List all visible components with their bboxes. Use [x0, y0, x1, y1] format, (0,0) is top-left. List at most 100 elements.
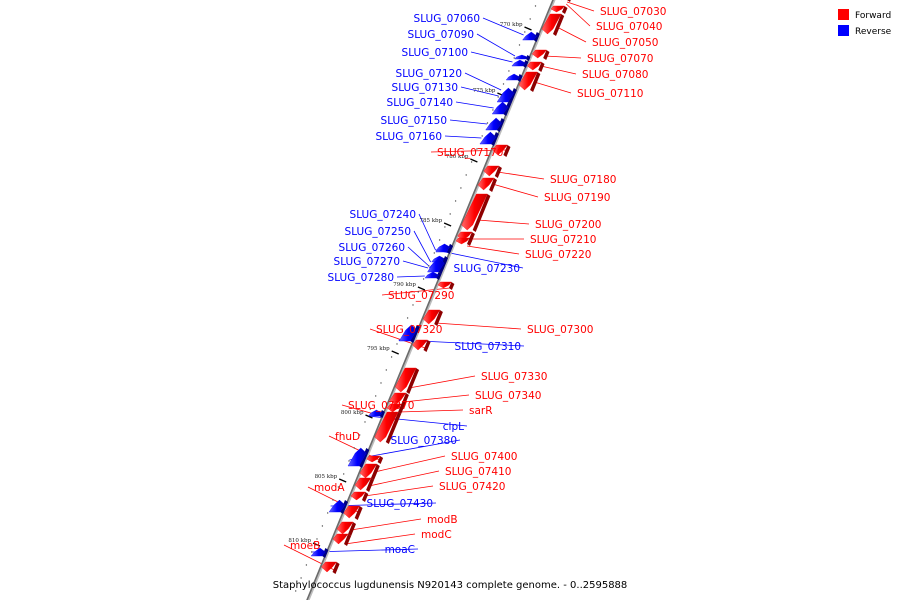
- gene-feature[interactable]: [350, 491, 366, 501]
- gene-label[interactable]: SLUG_07030: [600, 6, 666, 18]
- gene-feature[interactable]: [412, 339, 429, 351]
- gene-label[interactable]: SLUG_07220: [525, 249, 591, 261]
- gene-label[interactable]: SLUG_07170: [437, 147, 503, 159]
- gene-feature[interactable]: [436, 243, 451, 251]
- gene-label[interactable]: SLUG_07290: [388, 290, 454, 302]
- gene-feature[interactable]: [485, 117, 502, 131]
- gene-feature[interactable]: [328, 499, 346, 513]
- tick-line: [417, 286, 426, 291]
- gene-label[interactable]: SLUG_07200: [535, 219, 601, 231]
- gene-feature[interactable]: [518, 71, 538, 91]
- gene-feature[interactable]: [336, 521, 354, 535]
- gene-feature[interactable]: [386, 403, 402, 413]
- gene-label[interactable]: SLUG_07140: [387, 97, 453, 109]
- gene-feature[interactable]: [514, 54, 528, 60]
- gene-feature[interactable]: [527, 61, 542, 71]
- gene-feature[interactable]: [522, 31, 538, 41]
- gene-label[interactable]: SLUG_07240: [350, 209, 416, 221]
- gene-label[interactable]: SLUG_07320: [376, 324, 442, 336]
- gene-label[interactable]: SLUG_07230: [454, 263, 520, 275]
- gene-feature[interactable]: [424, 271, 439, 279]
- gene-feature[interactable]: [354, 477, 372, 491]
- tick-label: 790 kbp: [393, 282, 416, 288]
- gene-label[interactable]: clpL: [443, 421, 464, 433]
- gene-label[interactable]: SLUG_07050: [592, 37, 658, 49]
- gene-feature[interactable]: [398, 324, 418, 342]
- scale-dot: [529, 18, 531, 20]
- gene-label[interactable]: SLUG_07280: [328, 272, 394, 284]
- gene-leader-line: [413, 230, 431, 263]
- gene-label[interactable]: SLUG_07400: [451, 451, 517, 463]
- gene-label[interactable]: SLUG_07210: [530, 234, 596, 246]
- gene-feature[interactable]: [366, 455, 381, 463]
- gene-label[interactable]: SLUG_07190: [544, 192, 610, 204]
- gene-label[interactable]: SLUG_07300: [527, 324, 593, 336]
- scale-dot: [406, 317, 409, 319]
- gene-leader-line: [492, 183, 539, 198]
- gene-label[interactable]: modC: [421, 529, 452, 541]
- gene-label[interactable]: SLUG_07130: [392, 82, 458, 94]
- gene-label[interactable]: fhuD: [335, 431, 360, 443]
- leader-lines: [283, 1, 595, 571]
- gene-feature[interactable]: [455, 237, 470, 245]
- gene-label[interactable]: moaC: [385, 544, 415, 556]
- gene-label[interactable]: modB: [427, 514, 458, 526]
- gene-feature[interactable]: [550, 5, 565, 13]
- gene-label[interactable]: SLUG_07340: [475, 390, 541, 402]
- gene-feature-depth: [385, 412, 402, 444]
- gene-label[interactable]: modA: [314, 482, 345, 494]
- gene-feature[interactable]: [492, 144, 508, 156]
- gene-feature-depth: [530, 72, 541, 92]
- gene-label[interactable]: SLUG_07250: [345, 226, 411, 238]
- gene-feature[interactable]: [511, 59, 526, 67]
- gene-label[interactable]: SLUG_07330: [481, 371, 547, 383]
- gene-feature[interactable]: [310, 547, 326, 557]
- gene-label[interactable]: SLUG_07420: [439, 481, 505, 493]
- gene-feature[interactable]: [479, 131, 497, 145]
- gene-feature[interactable]: [359, 463, 378, 479]
- gene-feature-depth: [538, 62, 545, 72]
- gene-label[interactable]: SLUG_07070: [587, 53, 653, 65]
- gene-label[interactable]: SLUG_07080: [582, 69, 648, 81]
- gene-feature[interactable]: [347, 447, 367, 467]
- gene-label[interactable]: SLUG_07180: [550, 174, 616, 186]
- gene-label[interactable]: SLUG_07270: [334, 256, 400, 268]
- gene-feature[interactable]: [531, 49, 547, 59]
- gene-feature[interactable]: [389, 392, 407, 406]
- gene-label[interactable]: sarR: [469, 405, 493, 417]
- gene-feature[interactable]: [477, 177, 495, 191]
- gene-feature[interactable]: [368, 409, 383, 417]
- gene-label[interactable]: SLUG_07260: [339, 242, 405, 254]
- gene-feature-depth: [472, 194, 491, 232]
- gene-label[interactable]: SLUG_07370: [348, 400, 414, 412]
- gene-label[interactable]: SLUG_07060: [414, 13, 480, 25]
- gene-feature[interactable]: [374, 411, 399, 443]
- gene-feature[interactable]: [321, 561, 338, 573]
- gene-label[interactable]: SLUG_07310: [455, 341, 521, 353]
- scale-dot: [518, 44, 521, 46]
- gene-feature[interactable]: [395, 367, 417, 393]
- gene-label[interactable]: SLUG_07090: [408, 29, 474, 41]
- gene-label[interactable]: SLUG_07380: [391, 435, 457, 447]
- scale-dot: [492, 109, 494, 111]
- gene-label[interactable]: moeB: [290, 540, 320, 552]
- gene-feature[interactable]: [491, 101, 509, 115]
- gene-feature-depth: [447, 244, 453, 252]
- gene-feature[interactable]: [541, 13, 562, 35]
- gene-label[interactable]: SLUG_07430: [367, 498, 433, 510]
- gene-feature[interactable]: [437, 281, 452, 289]
- gene-feature[interactable]: [483, 165, 500, 177]
- gene-feature[interactable]: [461, 193, 488, 231]
- gene-label[interactable]: SLUG_07150: [381, 115, 447, 127]
- gene-feature[interactable]: [505, 73, 520, 81]
- gene-feature[interactable]: [343, 505, 360, 519]
- gene-label[interactable]: SLUG_07410: [445, 466, 511, 478]
- gene-label[interactable]: SLUG_07120: [396, 68, 462, 80]
- gene-label[interactable]: SLUG_07160: [376, 131, 442, 143]
- gene-feature[interactable]: [422, 309, 441, 325]
- gene-label[interactable]: SLUG_07110: [577, 88, 643, 100]
- gene-label[interactable]: SLUG_07100: [402, 47, 468, 59]
- gene-feature[interactable]: [332, 533, 349, 545]
- gene-leader-line: [403, 394, 470, 403]
- gene-label[interactable]: SLUG_07040: [596, 21, 662, 33]
